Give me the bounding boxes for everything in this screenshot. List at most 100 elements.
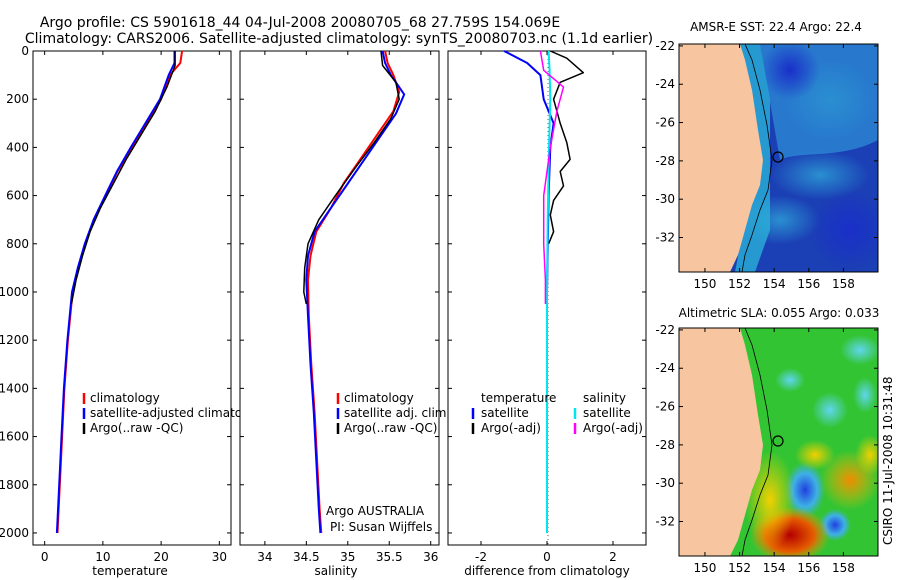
series-lines	[503, 50, 585, 533]
legend-label: satellite-adjusted climatology	[90, 406, 268, 420]
x-tick-label: 154	[763, 561, 786, 575]
legend-label: temperature	[481, 391, 556, 405]
sst-map-panel: AMSR-E SST: 22.4 Argo: 22.4 150 152 154 156…	[655, 20, 879, 291]
legend: temperaturesatelliteArgo(-adj)salinitysa…	[471, 391, 643, 435]
map-ticks: 150 152 154 156 158 -22 -24 -26 -28 -30 -32	[655, 323, 878, 575]
sla-field	[679, 328, 878, 556]
legend-label: climatology	[344, 391, 414, 405]
sst-map-title: AMSR-E SST: 22.4 Argo: 22.4	[690, 20, 862, 34]
temperature-xlabel: temperature	[92, 564, 167, 578]
plot-frame	[32, 50, 232, 546]
x-tick-label: 154	[763, 277, 786, 291]
series-line-argo-adj-	[547, 50, 585, 245]
x-tick-label: 35	[340, 550, 355, 564]
y-tick-label: 400	[6, 140, 29, 154]
series-line-satellite	[546, 50, 552, 533]
legend-label: satellite	[583, 406, 631, 420]
legend-label: Argo(..raw -QC)	[344, 421, 437, 435]
y-tick-label: 1000	[0, 285, 29, 299]
y-tick-label: -22	[655, 39, 675, 53]
figure-title-line1: Argo profile: CS 5901618_44 04-Jul-2008 …	[40, 15, 560, 31]
x-tick-label: 2	[609, 550, 617, 564]
sla-map-title: Altimetric SLA: 0.055 Argo: 0.033	[679, 306, 880, 320]
y-tick-label: -26	[655, 116, 675, 130]
land-mass	[679, 44, 763, 272]
x-tick-label: 34	[257, 550, 272, 564]
legend-label: Argo(-adj)	[583, 421, 643, 435]
salinity-panel: 34 34.5 35 35.5 36 salinity climatologysatel…	[239, 50, 450, 578]
y-tick-label: -32	[655, 231, 675, 245]
series-line-satellite-adj-clim-	[305, 50, 406, 534]
series-line-argo-adj-	[539, 50, 565, 304]
series-line-argo-raw-qc-	[70, 51, 176, 305]
argo-float-marker	[772, 435, 784, 447]
y-tick-label: -24	[655, 77, 675, 91]
y-tick-label: 1200	[0, 333, 29, 347]
x-tick-label: 36	[423, 550, 438, 564]
x-tick-label: -2	[475, 550, 487, 564]
annotation-line1: Argo AUSTRALIA	[326, 504, 425, 518]
x-tick-label: 30	[212, 550, 227, 564]
x-tick-label: 35.5	[376, 550, 403, 564]
series-lines	[303, 50, 406, 534]
y-tick-label: 200	[6, 92, 29, 106]
plot-frame	[239, 50, 440, 546]
y-tick-label: -32	[655, 515, 675, 529]
series-lines	[55, 50, 184, 534]
map-frame	[678, 43, 879, 273]
temperature-panel: 0 10 20 30 0 200 400 600 800 1000 1200 1400 1600 1800…	[0, 44, 268, 578]
sla-map-panel: Altimetric SLA: 0.055 Argo: 0.033 150 152…	[655, 306, 880, 575]
timestamp-label: CSIRO 11-Jul-2008 10:31:48	[881, 377, 895, 545]
y-tick-label: -24	[655, 361, 675, 375]
x-tick-label: 20	[153, 550, 168, 564]
legend-label: satellite adj. clim.	[344, 406, 450, 420]
y-tick-label: 1800	[0, 478, 29, 492]
y-tick-label: 0	[21, 44, 29, 58]
y-tick-label: 2000	[0, 526, 29, 540]
argo-float-marker	[772, 151, 784, 163]
y-tick-label: 600	[6, 189, 29, 203]
x-tick-label: 34.5	[293, 550, 320, 564]
axis-ticks: 0 10 20 30 0 200 400 600 800 1000 1200 1400 1600 1800…	[0, 44, 231, 564]
x-tick-label: 156	[797, 561, 820, 575]
sst-field	[679, 44, 878, 272]
y-tick-label: -28	[655, 438, 675, 452]
y-tick-label: 1600	[0, 430, 29, 444]
annotation-line2: PI: Susan Wijffels	[330, 520, 432, 534]
y-tick-label: 800	[6, 237, 29, 251]
x-tick-label: 152	[728, 561, 751, 575]
map-frame	[678, 327, 879, 557]
x-tick-label: 0	[543, 550, 551, 564]
x-tick-label: 0	[41, 550, 49, 564]
x-tick-label: 10	[95, 550, 110, 564]
salinity-xlabel: salinity	[314, 564, 357, 578]
legend-label: Argo(-adj)	[481, 421, 541, 435]
legend-label: salinity	[583, 391, 626, 405]
difference-xlabel: difference from climatology	[464, 564, 630, 578]
x-tick-label: 158	[832, 277, 855, 291]
y-tick-label: -30	[655, 476, 675, 490]
y-tick-label: -26	[655, 400, 675, 414]
legend-label: climatology	[90, 391, 160, 405]
x-tick-label: 150	[694, 561, 717, 575]
y-tick-label: 1400	[0, 381, 29, 395]
legend-label: Argo(..raw -QC)	[90, 421, 183, 435]
x-tick-label: 156	[797, 277, 820, 291]
series-line-argo-raw-qc-	[303, 50, 400, 305]
y-tick-label: -22	[655, 323, 675, 337]
difference-panel: -2 0 2 difference from climatology tempera…	[447, 50, 647, 578]
axis-ticks: -2 0 2	[448, 50, 646, 564]
figure-title-line2: Climatology: CARS2006. Satellite-adjuste…	[25, 31, 653, 47]
legend-label: satellite	[481, 406, 529, 420]
map-ticks: 150 152 154 156 158 -22 -24 -26 -28 -30 -32	[655, 39, 878, 291]
x-tick-label: 158	[832, 561, 855, 575]
x-tick-label: 150	[694, 277, 717, 291]
y-tick-label: -30	[655, 192, 675, 206]
axis-ticks: 34 34.5 35 35.5 36	[240, 50, 439, 564]
y-tick-label: -28	[655, 154, 675, 168]
x-tick-label: 152	[728, 277, 751, 291]
series-line-satellite-adjusted-climatology	[55, 51, 176, 534]
